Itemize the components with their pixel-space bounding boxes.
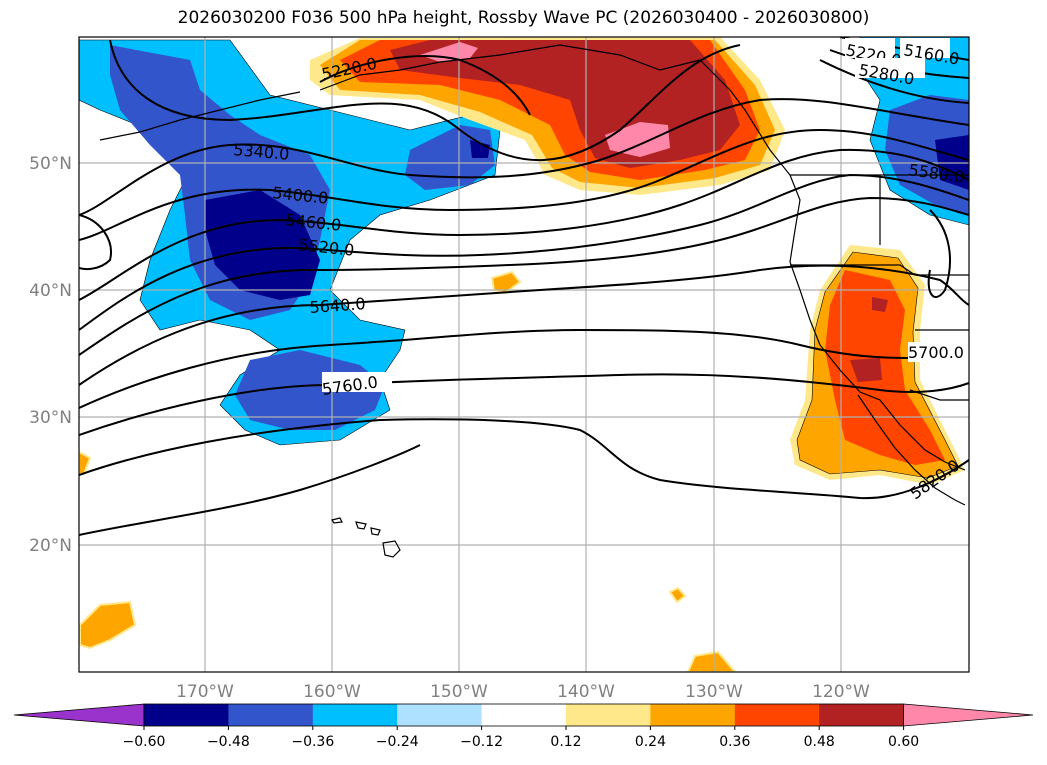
contour-5520	[79, 173, 969, 331]
aleutian-islands	[99, 91, 301, 141]
lat-label-50: 50°N	[29, 154, 72, 174]
colorbar-segment	[566, 704, 651, 726]
colorbar-segment	[228, 704, 314, 726]
colorbar-tick-label: 0.48	[804, 734, 835, 750]
contour-5640	[79, 264, 969, 386]
map-title: 2026030200 F036 500 hPa height, Rossby W…	[177, 8, 870, 28]
hawaii-island-big	[382, 540, 401, 558]
colorbar-segment	[734, 704, 820, 726]
baja-peninsula	[857, 394, 966, 506]
positive-anomaly-north-pink2	[605, 122, 670, 157]
contour-closed-west	[79, 214, 112, 270]
north-america-coast	[699, 59, 966, 471]
alaska-coast	[319, 44, 701, 91]
height-contours	[79, 37, 969, 536]
negative-anomaly-core	[205, 190, 320, 300]
colorbar-tick-label: 0.60	[888, 734, 919, 750]
contour-5880	[79, 444, 421, 536]
positive-anomaly-ca-red	[825, 270, 945, 465]
positive-anomaly-small-1	[490, 270, 522, 295]
contour-5280	[819, 59, 969, 104]
colorbar-tick-label: −0.48	[207, 734, 250, 750]
positive-anomaly-ca-darkred1	[872, 297, 888, 312]
lon-label-130w: 130°W	[685, 682, 743, 702]
hawaii-island-3	[370, 527, 381, 536]
colorbar-tick-label: 0.24	[635, 734, 666, 750]
positive-anomaly-ca-darkred2	[850, 358, 882, 382]
contour-5700	[79, 328, 969, 409]
contour-5820	[79, 418, 969, 500]
contour-label: 5340.0	[233, 140, 290, 164]
contour-5220-west	[319, 55, 531, 116]
map-gridlines	[79, 37, 969, 672]
lon-label-160w: 160°W	[303, 682, 361, 702]
colorbar-extend-max	[903, 703, 1034, 727]
positive-anomaly-small-3	[79, 600, 137, 650]
colorbar: −0.60 −0.48 −0.36 −0.24 −0.12 0.12 0.24 0.36 0.4…	[13, 703, 1034, 750]
lon-label-140w: 140°W	[557, 682, 615, 702]
colorbar-segment	[397, 704, 483, 726]
contour-wave-1	[109, 39, 741, 161]
contour-5400	[79, 128, 969, 241]
positive-anomaly-small-4	[668, 586, 687, 604]
negative-anomaly-ne-mid	[885, 95, 969, 215]
anomaly-shading	[79, 37, 969, 672]
contour-label: 5640.0	[309, 294, 366, 317]
colorbar-segment	[144, 704, 229, 726]
colorbar-tick-label: −0.24	[376, 734, 419, 750]
colorbar-tick-label: 0.36	[719, 734, 750, 750]
contour-ne-closed	[927, 209, 951, 298]
negative-anomaly-core-small	[470, 140, 490, 158]
lat-label-40: 40°N	[29, 281, 72, 301]
contour-label: 5700.0	[908, 343, 964, 362]
lon-label-170w: 170°W	[176, 682, 234, 702]
colorbar-tick-label: −0.36	[291, 734, 334, 750]
lat-label-30: 30°N	[29, 408, 72, 428]
colorbar-extend-min	[13, 703, 145, 727]
positive-anomaly-small-5	[686, 650, 737, 672]
contour-5580	[79, 196, 969, 356]
negative-anomaly-west-mid2	[235, 350, 385, 430]
lon-label-150w: 150°W	[430, 682, 488, 702]
colorbar-tick-label: 0.12	[550, 734, 581, 750]
colorbar-segment	[312, 704, 398, 726]
us-state-line-4	[909, 389, 969, 401]
colorbar-outline	[143, 703, 904, 727]
colorbar-tick-label: −0.12	[460, 734, 503, 750]
hawaii-island-2	[355, 521, 367, 530]
colorbar-tick-label: −0.60	[123, 734, 166, 750]
colorbar-segment	[481, 704, 567, 726]
colorbar-segment	[650, 704, 736, 726]
map-frame	[78, 36, 970, 673]
contour-5760	[79, 373, 969, 436]
lon-label-120w: 120°W	[812, 682, 870, 702]
contour-5340	[79, 98, 969, 216]
coastlines	[99, 44, 969, 558]
hawaii-island-1	[331, 517, 343, 524]
us-state-line-2	[790, 264, 969, 276]
colorbar-segment	[819, 704, 905, 726]
contour-5460	[79, 148, 969, 301]
lat-label-20: 20°N	[29, 536, 72, 556]
